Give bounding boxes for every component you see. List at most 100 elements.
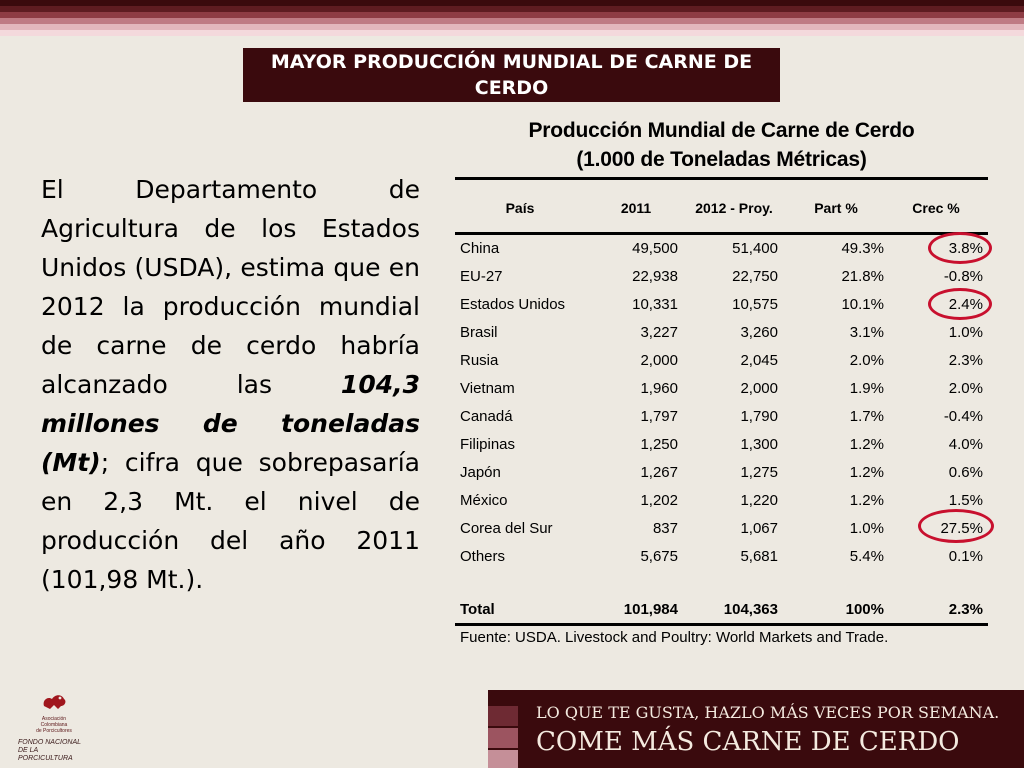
stripe xyxy=(0,30,1024,36)
cell-part: 1.7% xyxy=(849,408,884,425)
table-row: México 1,202 1,220 1.2% 1.5% xyxy=(460,487,988,515)
header-crec: Crec % xyxy=(912,200,960,216)
header-2011: 2011 xyxy=(620,200,652,216)
cell-crec: 1.5% xyxy=(948,492,983,509)
table-row: Vietnam 1,960 2,000 1.9% 2.0% xyxy=(460,375,988,403)
cell-part: 10.1% xyxy=(841,296,884,313)
cell-2012: 3,260 xyxy=(740,324,778,341)
cell-2011: 837 xyxy=(652,520,678,537)
cell-2011: 1,202 xyxy=(640,492,678,509)
stripe xyxy=(0,6,1024,12)
cell-2011: 1,960 xyxy=(640,380,678,397)
table-title-line1: Producción Mundial de Carne de Cerdo xyxy=(528,119,915,142)
cell-part: 1.2% xyxy=(849,492,884,509)
table-row: Corea del Sur 837 1,067 1.0% 27.5% xyxy=(460,515,988,543)
cell-2012: 1,790 xyxy=(740,408,778,425)
cell-country: Canadá xyxy=(460,408,513,425)
cell-part: 3.1% xyxy=(849,324,884,341)
table-row: Rusia 2,000 2,045 2.0% 2.3% xyxy=(460,347,988,375)
cell-part: 1.2% xyxy=(849,464,884,481)
header-pais: País xyxy=(505,200,535,216)
table-row: Brasil 3,227 3,260 3.1% 1.0% xyxy=(460,319,988,347)
stripe xyxy=(0,24,1024,30)
table-title: Producción Mundial de Carne de Cerdo (1.… xyxy=(455,116,988,174)
cell-country: Filipinas xyxy=(460,436,516,453)
table-title-line2: (1.000 de Toneladas Métricas) xyxy=(576,148,867,171)
cell-crec: 0.6% xyxy=(948,464,983,481)
cell-country: Estados Unidos xyxy=(460,296,566,313)
table-rule-bottom xyxy=(455,623,988,626)
cell-crec: 2.0% xyxy=(948,380,983,397)
logo-line3: de Porcicultores xyxy=(36,728,72,734)
cell-2012: 22,750 xyxy=(732,268,778,285)
cell-2012: 10,575 xyxy=(732,296,778,313)
table-rule-header xyxy=(455,232,988,235)
cell-country: Corea del Sur xyxy=(460,520,553,537)
cell-country: Rusia xyxy=(460,352,499,369)
stripe xyxy=(0,18,1024,24)
stripe xyxy=(0,12,1024,18)
banner-square xyxy=(488,706,518,726)
stripe xyxy=(0,0,1024,6)
cell-part: 5.4% xyxy=(849,548,884,565)
cell-2012: 1,067 xyxy=(740,520,778,537)
cell-2012: 1,220 xyxy=(740,492,778,509)
cell-part: 1.0% xyxy=(849,520,884,537)
cell-part: 1.9% xyxy=(849,380,884,397)
cell-2012: 2,000 xyxy=(740,380,778,397)
cell-2011: 5,675 xyxy=(640,548,678,565)
cell-2012: 1,275 xyxy=(740,464,778,481)
cell-2012: 51,400 xyxy=(732,240,778,257)
logo-fondo1: FONDO NACIONAL xyxy=(18,739,82,746)
cell-part: 1.2% xyxy=(849,436,884,453)
table-row: Estados Unidos 10,331 10,575 10.1% 2.4% xyxy=(460,291,988,319)
body-text-2: ; cifra que sobrepasaría en 2,3 Mt. el n… xyxy=(41,448,420,594)
cell-country: EU-27 xyxy=(460,268,503,285)
top-stripes xyxy=(0,0,1024,36)
cell-2011: 10,331 xyxy=(632,296,678,313)
cell-2011: 3,227 xyxy=(640,324,678,341)
cell-crec: 0.1% xyxy=(948,548,983,565)
highlight-circle-usa xyxy=(928,288,992,320)
cell-crec: 4.0% xyxy=(948,436,983,453)
cell-country: China xyxy=(460,240,500,257)
header-part: Part % xyxy=(814,200,858,216)
cell-country: Others xyxy=(460,548,506,565)
table-row: Canadá 1,797 1,790 1.7% -0.4% xyxy=(460,403,988,431)
association-logo: Asociación Colombiana de Porcicultores F… xyxy=(14,690,94,762)
banner-square xyxy=(488,750,518,768)
cell-crec: 1.0% xyxy=(948,324,983,341)
table-rule-top xyxy=(455,177,988,180)
table-total-row: Total 101,984 104,363 100% 2.3% xyxy=(460,596,988,624)
logo-line1: Asociación xyxy=(41,716,67,722)
table-row: Japón 1,267 1,275 1.2% 0.6% xyxy=(460,459,988,487)
body-text-1: El Departamento de Agricultura de los Es… xyxy=(41,175,420,399)
cell-crec: 2.3% xyxy=(948,352,983,369)
total-2011: 101,984 xyxy=(623,601,678,618)
table-row: China 49,500 51,400 49.3% 3.8% xyxy=(460,235,988,263)
cell-2011: 1,797 xyxy=(640,408,678,425)
cell-2011: 1,250 xyxy=(640,436,678,453)
cell-crec: -0.8% xyxy=(943,268,983,285)
slide-title: MAYOR PRODUCCIÓN MUNDIAL DE CARNE DE CER… xyxy=(243,48,780,102)
cell-2012: 1,300 xyxy=(740,436,778,453)
cell-2011: 2,000 xyxy=(640,352,678,369)
table-source: Fuente: USDA. Livestock and Poultry: Wor… xyxy=(460,629,889,646)
banner-square xyxy=(488,728,518,748)
body-paragraph: El Departamento de Agricultura de los Es… xyxy=(41,170,420,599)
cell-country: Japón xyxy=(460,464,501,481)
cell-2011: 1,267 xyxy=(640,464,678,481)
banner-slogan-line2: COME MÁS CARNE DE CERDO xyxy=(536,727,960,757)
cell-country: Brasil xyxy=(460,324,498,341)
slogan-banner: LO QUE TE GUSTA, HAZLO MÁS VECES POR SEM… xyxy=(488,690,1024,768)
cell-part: 49.3% xyxy=(841,240,884,257)
cell-2011: 22,938 xyxy=(632,268,678,285)
table-row: Others 5,675 5,681 5.4% 0.1% xyxy=(460,543,988,571)
logo-line2: Colombiana xyxy=(40,722,68,728)
cell-part: 21.8% xyxy=(841,268,884,285)
cell-part: 2.0% xyxy=(849,352,884,369)
pig-logo-icon xyxy=(43,695,66,709)
total-crec: 2.3% xyxy=(948,601,983,618)
cell-2012: 5,681 xyxy=(740,548,778,565)
logo-fondo2: DE LA PORCICULTURA xyxy=(18,747,73,762)
